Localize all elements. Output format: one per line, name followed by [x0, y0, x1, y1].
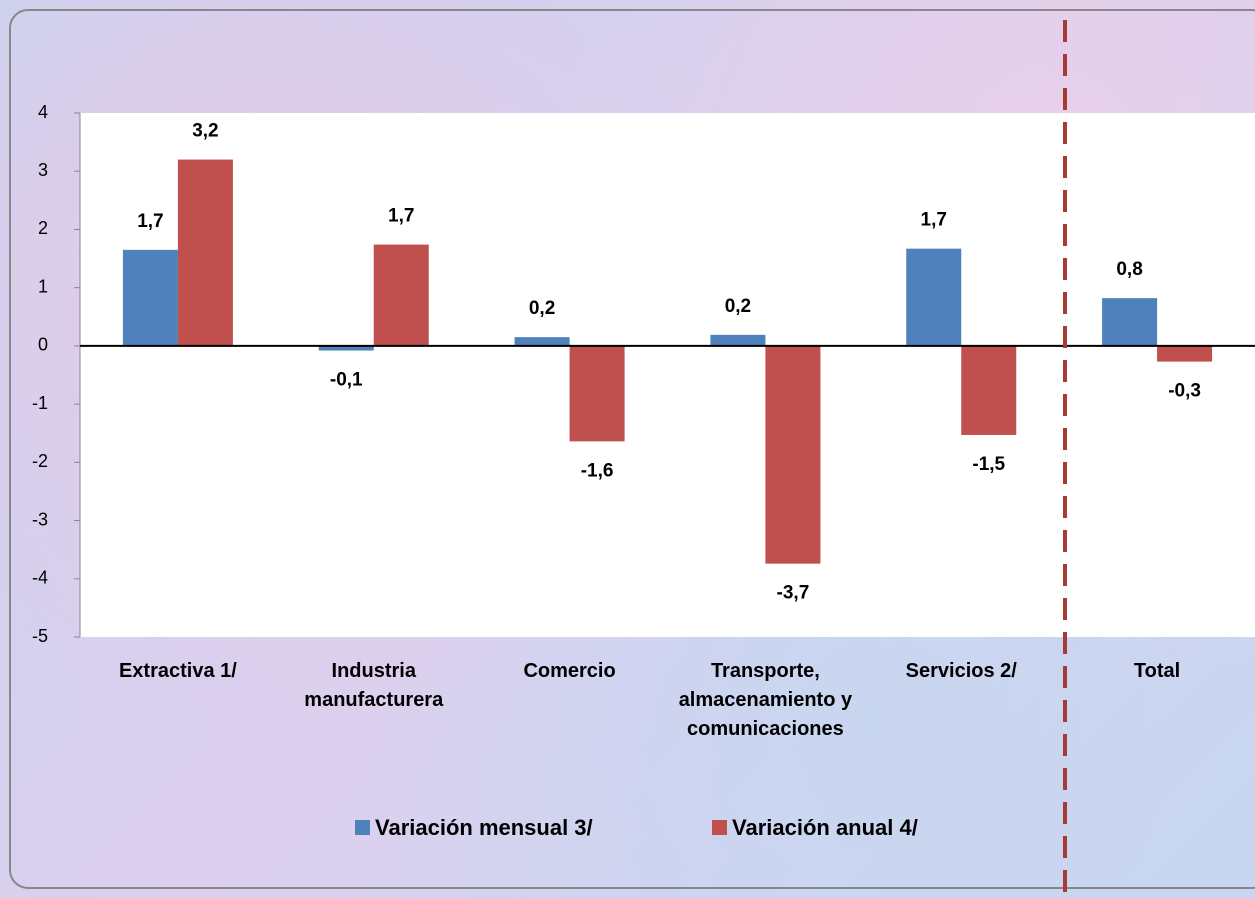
bar [961, 345, 1017, 435]
y-tick-label: 0 [38, 335, 48, 355]
x-tick-label: Total [1133, 660, 1181, 682]
plot-area [80, 113, 1255, 637]
y-tick-label: -3 [32, 509, 48, 529]
y-tick-label: -5 [32, 626, 48, 646]
x-tick-label: Industria manufacturera [304, 660, 444, 711]
bar [569, 345, 625, 442]
bar [1102, 298, 1158, 346]
bar [177, 159, 233, 346]
value-label: -1,5 [972, 454, 1005, 475]
y-tick-label: -4 [32, 568, 48, 588]
legend-swatch [355, 820, 370, 835]
bar [122, 249, 178, 346]
y-tick-label: 4 [38, 102, 48, 122]
value-label: -0,3 [1168, 381, 1201, 402]
y-tick-label: 2 [38, 218, 48, 238]
bar [1157, 345, 1213, 362]
value-label: 0,2 [529, 298, 555, 319]
x-tick-label: Extractiva 1/ [118, 660, 237, 682]
y-tick-label: -2 [32, 451, 48, 471]
y-tick-label: 3 [38, 160, 48, 180]
x-tick-label: Comercio [523, 660, 616, 682]
value-label: 1,7 [921, 210, 947, 231]
value-label: -3,7 [777, 583, 810, 604]
legend-label: Variación mensual 3/ [375, 815, 593, 840]
bar [318, 345, 374, 351]
y-tick-label: -1 [32, 393, 48, 413]
frame-border [9, 9, 1255, 889]
value-label: -0,1 [330, 370, 363, 391]
x-tick-label: Transporte, almacenamiento y comunicacio… [678, 660, 853, 740]
legend-label: Variación anual 4/ [732, 815, 918, 840]
bar [906, 248, 962, 346]
value-label: -1,6 [581, 460, 614, 481]
value-label: 0,8 [1116, 259, 1142, 280]
y-tick-label: 1 [38, 276, 48, 296]
bar [710, 334, 766, 346]
value-label: 3,2 [192, 121, 218, 142]
value-label: 1,7 [137, 211, 163, 232]
legend-swatch [712, 820, 727, 835]
value-label: 1,7 [388, 206, 414, 227]
bar [373, 244, 429, 346]
bar [514, 337, 570, 346]
value-label: 0,2 [725, 296, 751, 317]
x-tick-label: Servicios 2/ [905, 660, 1017, 682]
bar [765, 345, 821, 564]
